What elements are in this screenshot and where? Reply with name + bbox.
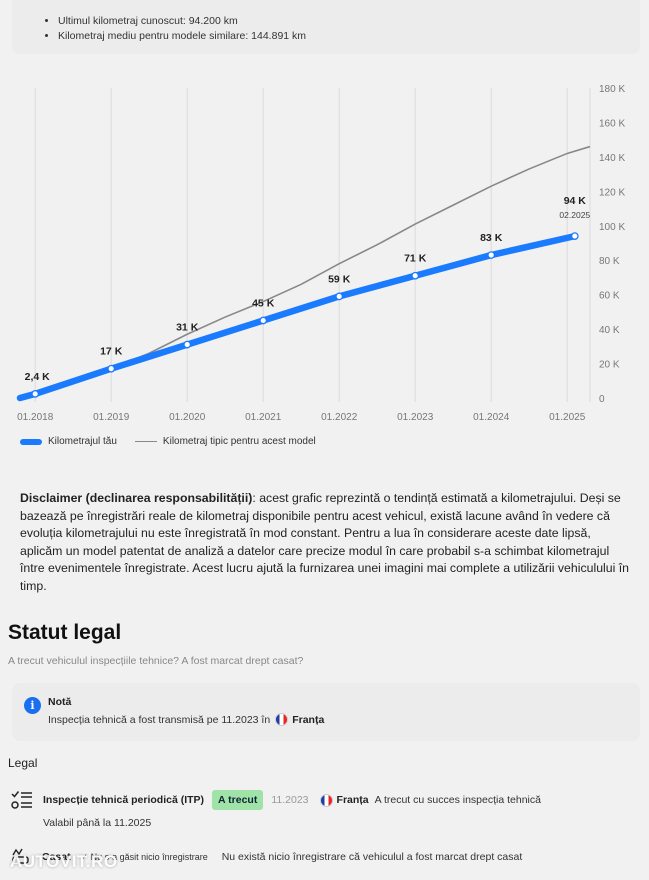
x-tick-label: 01.2021 <box>245 412 282 423</box>
itp-valid-until: Valabil până la 11.2025 <box>43 817 152 829</box>
legend-label-your-km: Kilometrajul tău <box>48 436 117 447</box>
data-label: 2,4 K <box>25 371 51 383</box>
legal-label: Legal <box>8 756 38 770</box>
data-point <box>335 292 344 301</box>
y-tick-label: 140 K <box>599 153 625 164</box>
autovit-watermark-logo: AUTOVIT.RO <box>10 852 118 871</box>
summary-item-avg-km: Kilometraj mediu pentru modele similare:… <box>58 29 640 44</box>
legal-status-subtitle: A trecut vehiculul inspecțiile tehnice? … <box>8 655 304 667</box>
casat-title: Casat <box>42 851 71 863</box>
data-label: 83 K <box>480 232 503 244</box>
x-tick-label: 01.2023 <box>397 412 434 423</box>
itp-description: A trecut cu succes inspecția tehnică <box>374 794 541 806</box>
summary-card: Ultimul kilometraj cunoscut: 94.200 km K… <box>12 0 640 54</box>
disclaimer-text: : acest grafic reprezintă o tendință est… <box>20 491 630 593</box>
data-label: 94 K <box>564 195 587 207</box>
summary-item-last-km: Ultimul kilometraj cunoscut: 94.200 km <box>58 14 640 29</box>
note-text-body: Inspecția tehnică a fost transmisă pe 11… <box>48 713 271 726</box>
y-tick-label: 0 <box>599 394 605 405</box>
x-tick-label: 01.2018 <box>17 412 54 423</box>
data-label: 59 K <box>328 273 351 285</box>
note-text: Inspecția tehnică a fost transmisă pe 11… <box>48 713 324 726</box>
data-point <box>487 251 496 259</box>
y-tick-label: 160 K <box>599 118 625 129</box>
data-point <box>107 364 116 373</box>
disclaimer-title: Disclaimer (declinarea responsabilității… <box>20 491 253 505</box>
legend-swatch-typical-km <box>134 440 157 443</box>
info-icon: i <box>24 697 41 714</box>
y-tick-label: 100 K <box>599 222 625 233</box>
car-crash-icon <box>12 848 29 864</box>
last-point-date-label: 02.2025 <box>559 210 590 220</box>
y-tick-label: 180 K <box>599 84 625 95</box>
x-tick-label: 01.2020 <box>169 412 206 423</box>
y-tick-label: 60 K <box>599 291 620 302</box>
data-point <box>183 340 192 349</box>
itp-country: Franța <box>336 794 369 806</box>
y-tick-label: 80 K <box>599 256 620 267</box>
checklist-icon <box>11 791 32 809</box>
y-tick-label: 40 K <box>599 325 620 336</box>
itp-status-badge: A trecut <box>212 790 264 810</box>
data-point <box>259 316 268 325</box>
casat-description: Nu există nicio înregistrare că vehiculu… <box>221 851 523 863</box>
mileage-chart: 01.2018 01.2019 01.2020 01.2021 01.2022 01.20… <box>0 78 649 458</box>
data-label: 31 K <box>176 322 199 334</box>
data-point <box>570 232 579 240</box>
y-tick-label: 20 K <box>599 360 620 371</box>
itp-date: 11.2023 <box>271 794 309 806</box>
france-flag-icon <box>275 713 289 726</box>
y-tick-label: 120 K <box>599 187 625 198</box>
x-tick-label: 01.2019 <box>93 412 130 423</box>
itp-title: Inspecție tehnică periodică (ITP) <box>43 794 205 806</box>
data-point <box>31 390 40 398</box>
casat-check: ✓ Nu s-a găsit nicio înregistrare <box>80 851 208 862</box>
note-card: i Notă Inspecția tehnică a fost transmis… <box>12 683 640 741</box>
legal-status-title: Statut legal <box>8 621 122 644</box>
legend-label-typical-km: Kilometraj tipic pentru acest model <box>162 436 316 447</box>
data-label: 45 K <box>252 298 275 310</box>
series-line-typical-km <box>19 145 591 399</box>
chart-legend: Kilometrajul tău Kilometraj tipic pentru… <box>20 436 316 447</box>
mileage-chart-svg: 01.2018 01.2019 01.2020 01.2021 01.2022 01.20… <box>16 84 625 423</box>
x-tick-label: 01.2024 <box>473 412 510 423</box>
x-tick-label: 01.2022 <box>321 412 358 423</box>
casat-row: Casat ✓ Nu s-a găsit nicio înregistrare … <box>10 848 640 865</box>
france-flag-icon <box>319 793 333 807</box>
data-point <box>411 271 420 280</box>
note-title: Notă <box>48 696 72 708</box>
data-label: 71 K <box>404 253 427 265</box>
note-country: Franța <box>292 713 325 726</box>
legend-swatch-your-km <box>20 438 42 445</box>
data-label: 17 K <box>100 346 123 358</box>
itp-row: Inspecție tehnică periodică (ITP) A trec… <box>10 788 640 812</box>
x-tick-label: 01.2025 <box>549 412 586 423</box>
summary-list: Ultimul kilometraj cunoscut: 94.200 km K… <box>58 14 640 44</box>
disclaimer: Disclaimer (declinarea responsabilității… <box>20 490 632 595</box>
